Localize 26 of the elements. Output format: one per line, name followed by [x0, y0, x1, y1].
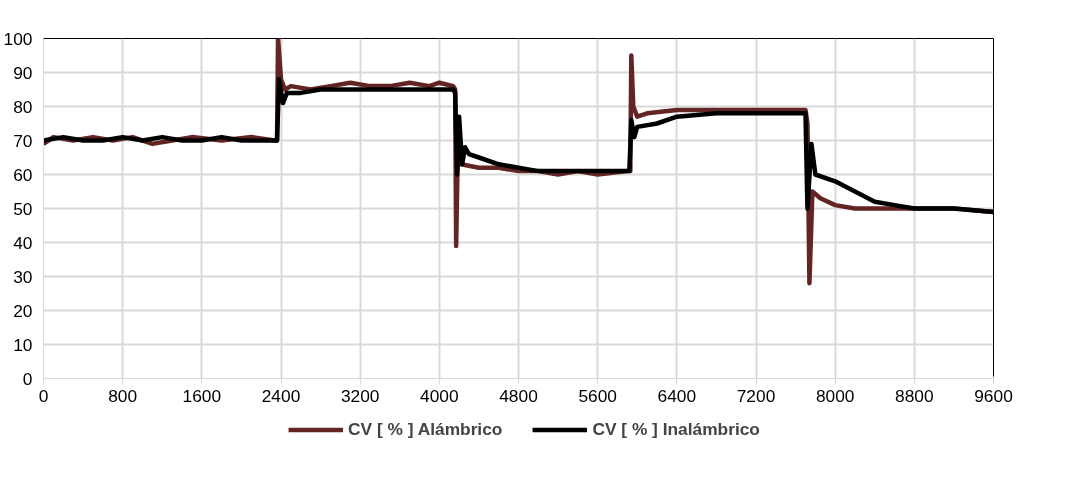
- y-tick-label: 0: [22, 368, 33, 389]
- x-tick-label: 8000: [815, 385, 855, 406]
- y-tick-label: 30: [13, 266, 33, 287]
- x-tick-label: 800: [108, 385, 138, 406]
- x-tick-label: 9600: [974, 385, 1013, 406]
- x-tick-label: 1600: [182, 385, 222, 406]
- y-tick-label: 80: [13, 96, 33, 117]
- x-tick-label: 8800: [895, 385, 934, 406]
- y-tick-label: 50: [13, 198, 33, 219]
- x-tick-label: 4000: [420, 385, 459, 406]
- x-tick-label: 0: [38, 385, 49, 406]
- legend-label: CV [ % ] Alámbrico: [348, 418, 503, 440]
- y-tick-label: 20: [13, 300, 33, 321]
- legend-label: CV [ % ] Inalámbrico: [592, 418, 760, 440]
- x-tick-label: 6400: [657, 385, 697, 406]
- x-tick-label: 4800: [499, 385, 538, 406]
- x-tick-label: 3200: [340, 385, 380, 406]
- x-tick-label: 2400: [261, 385, 301, 406]
- x-tick-label: 7200: [736, 385, 776, 406]
- y-tick-label: 60: [13, 164, 33, 185]
- y-tick-label: 40: [13, 232, 33, 253]
- y-tick-label: 100: [3, 28, 33, 49]
- x-tick-label: 5600: [578, 385, 617, 406]
- y-tick-label: 90: [13, 62, 33, 83]
- y-tick-label: 10: [13, 334, 33, 355]
- y-tick-label: 70: [13, 130, 33, 151]
